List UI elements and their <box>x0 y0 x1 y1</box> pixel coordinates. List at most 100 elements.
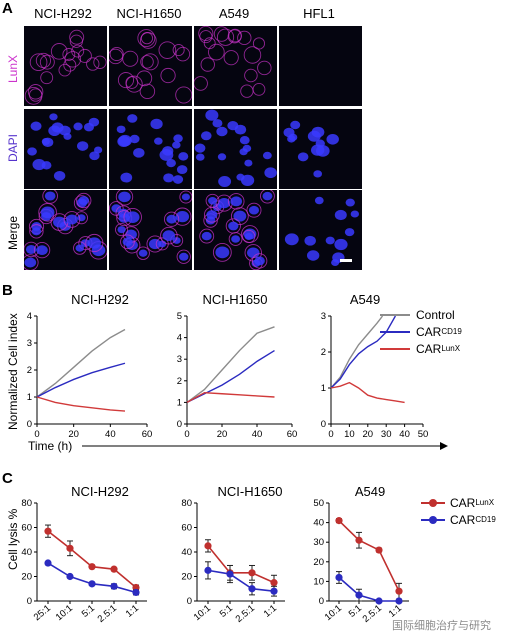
data-point-carcd19 <box>335 573 343 582</box>
y-tick-label: 0 <box>187 596 192 607</box>
data-point-carlunx <box>270 579 278 587</box>
legend-swatch <box>380 313 410 316</box>
legend-item-carlunx: CAR LunX <box>380 340 462 357</box>
data-point-carlunx <box>88 563 96 571</box>
legend-label: CAR <box>450 495 476 510</box>
legend-label-sup: LunX <box>475 498 495 507</box>
data-point-carcd19 <box>395 597 403 605</box>
y-tick-label: 50 <box>313 498 324 509</box>
y-tick-label: 3 <box>321 311 326 322</box>
lysis-y-axis-label: Cell lysis % <box>6 508 20 570</box>
data-point-carlunx <box>248 569 256 577</box>
growth-chart-title-ncih292: NCI-H292 <box>71 292 129 307</box>
micrograph-merge-ncih292 <box>24 190 107 270</box>
y-tick-label: 0 <box>27 596 32 607</box>
micrograph-dapi-a549 <box>194 109 277 189</box>
x-tick-label: 50 <box>418 429 429 440</box>
data-point-carlunx <box>44 527 52 535</box>
y-tick-label: 3 <box>27 338 32 349</box>
micrograph-dapi-ncih292 <box>24 109 107 189</box>
data-point-carlunx <box>204 542 212 550</box>
x-tick-label: 2.5:1 <box>234 603 257 625</box>
x-tick-label: 10:1 <box>192 603 213 623</box>
series-line-carcd19 <box>186 349 275 404</box>
series-line-carcd19 <box>207 569 275 592</box>
data-point-carcd19 <box>44 559 52 567</box>
x-tick-label: 2.5:1 <box>96 603 119 625</box>
micrograph-lunx-ncih1650 <box>109 26 192 106</box>
micrograph-cells <box>109 29 192 104</box>
y-tick-label: 40 <box>181 547 192 558</box>
x-tick-label: 30 <box>381 429 392 440</box>
x-tick-label: 10:1 <box>323 603 344 623</box>
legend-item-carlunx: CAR LunX <box>420 494 496 511</box>
scale-bar <box>340 259 352 262</box>
x-tick-label: 20 <box>217 429 228 440</box>
time-axis-arrowhead <box>440 442 448 450</box>
micrograph-cells <box>27 113 103 181</box>
series-line-carcd19 <box>338 576 399 602</box>
y-tick-label: 1 <box>321 383 326 394</box>
y-tick-label: 5 <box>177 311 182 322</box>
micrograph-dapi-hfl1 <box>279 109 362 189</box>
data-point-carlunx <box>395 587 403 595</box>
growth-chart-ncih1650: 0 1 2 3 4 5 0 20 40 60 <box>177 311 298 440</box>
micrograph-merge-ncih1650 <box>109 190 192 270</box>
series-line-carcd19 <box>36 362 126 398</box>
legend-item-carcd19: CAR CD19 <box>420 511 496 528</box>
y-tick-label: 60 <box>21 523 32 534</box>
x-tick-label: 1:1 <box>262 603 279 620</box>
x-tick-label: 20 <box>363 429 374 440</box>
x-tick-label: 20 <box>68 429 79 440</box>
data-point-carcd19 <box>248 585 256 593</box>
series-line-carcd19 <box>330 315 397 389</box>
micrograph-cells <box>199 190 275 270</box>
series-line-control <box>330 315 384 389</box>
micrograph-lunx-hfl1 <box>279 26 362 106</box>
y-tick-label: 0 <box>177 419 182 430</box>
lysis-chart-ncih1650: 0 20 40 60 80 10:1 5:12.5:1 1:1 <box>181 498 285 625</box>
column-label-a549: A549 <box>218 6 250 21</box>
x-tick-label: 10:1 <box>54 603 75 623</box>
legend-label: CAR <box>450 512 476 527</box>
micrograph-cells <box>284 196 360 266</box>
y-tick-label: 20 <box>313 557 324 568</box>
data-point-carlunx <box>355 536 363 544</box>
micrograph-cells <box>109 190 192 264</box>
x-tick-label: 2.5:1 <box>361 603 384 625</box>
legend-swatch <box>421 498 445 507</box>
legend-label: CAR <box>416 324 442 339</box>
lysis-chart-title-ncih292: NCI-H292 <box>71 484 129 499</box>
micrograph-cells <box>194 26 272 98</box>
micrograph-merge-a549 <box>194 190 277 270</box>
data-point-carcd19 <box>88 580 96 588</box>
micrograph-cells <box>24 29 107 105</box>
data-point-carcd19 <box>66 572 74 581</box>
data-point-carcd19 <box>204 566 212 574</box>
micrograph-cells <box>24 190 107 270</box>
data-point-carcd19 <box>226 570 234 578</box>
legend-label: Control <box>416 307 455 322</box>
data-point-carcd19 <box>355 591 363 599</box>
data-point-carlunx <box>110 565 118 573</box>
lysis-chart-title-a549: A549 <box>354 484 386 499</box>
data-point-carcd19 <box>270 587 278 595</box>
micrograph-cells <box>116 114 189 184</box>
legend-item-control: Control <box>380 306 462 323</box>
legend-swatch <box>380 347 410 350</box>
series-line-carlunx <box>36 396 126 412</box>
y-tick-label: 0 <box>321 419 326 430</box>
time-axis-label: Time (h) <box>28 439 73 453</box>
series-line-control <box>36 328 126 398</box>
micrograph-merge-hfl1 <box>279 190 362 270</box>
y-tick-label: 2 <box>177 376 182 387</box>
x-tick-label: 40 <box>105 429 116 440</box>
x-tick-label: 0 <box>184 429 189 440</box>
data-point-carlunx <box>335 517 343 525</box>
y-tick-label: 20 <box>21 572 32 583</box>
lysis-legend: CAR LunX CAR CD19 <box>420 494 496 528</box>
